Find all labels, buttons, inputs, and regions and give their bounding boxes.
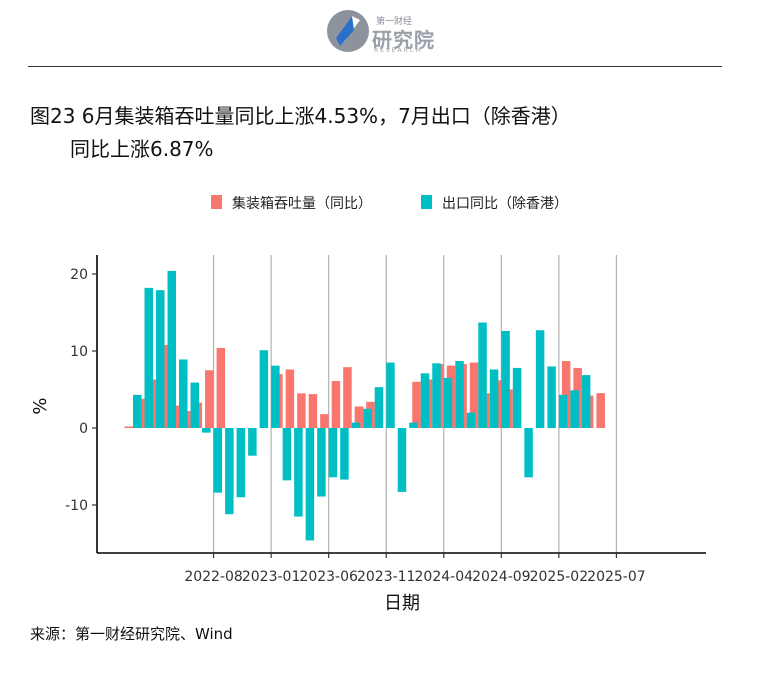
bar-export-2022-07 [202, 428, 211, 433]
bar-export-2023-06 [328, 428, 338, 478]
bar-export-2024-08 [489, 369, 499, 428]
x-tick-label: 2022-08 [184, 569, 243, 585]
bar-export-2022-09 [225, 428, 234, 515]
x-tick-label: 2025-07 [587, 569, 646, 585]
bar-export-2024-02 [420, 373, 430, 428]
bar-export-2022-11 [248, 428, 257, 456]
bar-export-2023-02 [282, 428, 292, 481]
logo-icon [327, 10, 369, 52]
bar-export-2024-11 [524, 428, 533, 478]
bar-export-2025-04 [581, 375, 591, 428]
y-tick-label: 10 [70, 344, 88, 360]
bar-container-2023-08 [343, 367, 352, 428]
y-tick-label: 0 [79, 421, 88, 437]
y-tick-label: 20 [70, 267, 88, 283]
bar-export-2022-04 [167, 270, 177, 428]
x-tick-label: 2024-09 [472, 569, 531, 585]
legend-label-0: 集装箱吞吐量（同比） [232, 195, 372, 212]
logo-text-big: 研究院 [372, 28, 435, 52]
bar-export-2023-10 [374, 387, 384, 428]
bar-export-2024-05 [455, 361, 464, 428]
title-line-2: 同比上涨6.87% [70, 137, 214, 161]
y-tick-label: -10 [65, 498, 88, 514]
bar-container-2023-07 [331, 381, 341, 428]
bar-container-2023-09 [354, 406, 364, 428]
bar-export-2023-01 [271, 365, 280, 428]
bar-export-2022-03 [156, 290, 165, 428]
bar-export-2024-01 [409, 422, 418, 428]
x-tick-label: 2023-01 [242, 569, 301, 585]
x-tick-label: 2023-06 [299, 569, 358, 585]
bar-export-2024-07 [478, 322, 487, 428]
bar-export-2023-08 [351, 422, 361, 428]
bar-export-2024-12 [535, 330, 545, 428]
bar-export-2022-10 [236, 428, 246, 498]
bar-export-2025-02 [558, 394, 568, 428]
bar-container-2023-06 [320, 414, 329, 428]
bar-export-2024-10 [512, 367, 522, 428]
source-note: 来源：第一财经研究院、Wind [30, 625, 233, 643]
bar-export-2023-03 [294, 428, 303, 517]
logo-text-small: 第一财经 [376, 17, 413, 27]
bar-export-2023-12 [397, 428, 407, 492]
bar-container-2024-02 [412, 381, 421, 428]
bar-export-2023-09 [363, 408, 372, 428]
bar-container-2023-04 [297, 393, 306, 428]
bar-container-2024-07 [469, 362, 479, 428]
bar-export-2023-04 [305, 428, 315, 541]
bar-export-2022-06 [190, 382, 200, 428]
title-line-1: 图23 6月集装箱吞吐量同比上涨4.53%，7月出口（除香港） [30, 104, 571, 128]
bar-export-2023-05 [317, 428, 326, 497]
header-rule [28, 66, 722, 67]
bar-export-2024-03 [432, 363, 441, 428]
bar-export-2022-08 [213, 428, 223, 493]
bar-export-2024-04 [443, 377, 453, 428]
bar-export-2024-06 [466, 412, 476, 428]
bar-container-2023-05 [308, 394, 318, 428]
logo-text-en: RESEARCH [374, 47, 423, 54]
x-tick-label: 2025-02 [530, 569, 589, 585]
bar-export-2022-02 [144, 287, 154, 428]
chart-title: 图23 6月集装箱吞吐量同比上涨4.53%，7月出口（除香港） 同比上涨6.87… [30, 100, 750, 166]
bar-export-2023-11 [386, 362, 395, 428]
y-axis-label: % [30, 397, 51, 414]
bar-export-2022-05 [179, 359, 188, 428]
bar-container-2022-01 [124, 426, 133, 428]
bar-container-2025-06 [596, 393, 605, 428]
bar-export-2025-03 [570, 390, 579, 428]
x-tick-label: 2024-04 [415, 569, 474, 585]
x-axis-label: 日期 [384, 593, 420, 614]
x-tick-label: 2023-11 [357, 569, 416, 585]
legend-swatch-0 [211, 195, 222, 209]
bar-container-2025-03 [561, 361, 571, 428]
bar-export-2022-12 [259, 350, 269, 428]
logo: 第一财经 研究院 RESEARCH [326, 6, 436, 56]
bar-container-2023-03 [285, 369, 295, 428]
bar-export-2025-01 [547, 366, 556, 428]
legend-label-1: 出口同比（除香港） [442, 196, 568, 212]
bar-export-2023-07 [340, 428, 349, 480]
legend-swatch-1 [421, 195, 432, 209]
bar-export-2022-01 [133, 394, 142, 428]
bar-export-2024-09 [501, 330, 510, 428]
bar-container-2022-08 [205, 370, 214, 428]
bar-container-2022-09 [216, 347, 226, 428]
